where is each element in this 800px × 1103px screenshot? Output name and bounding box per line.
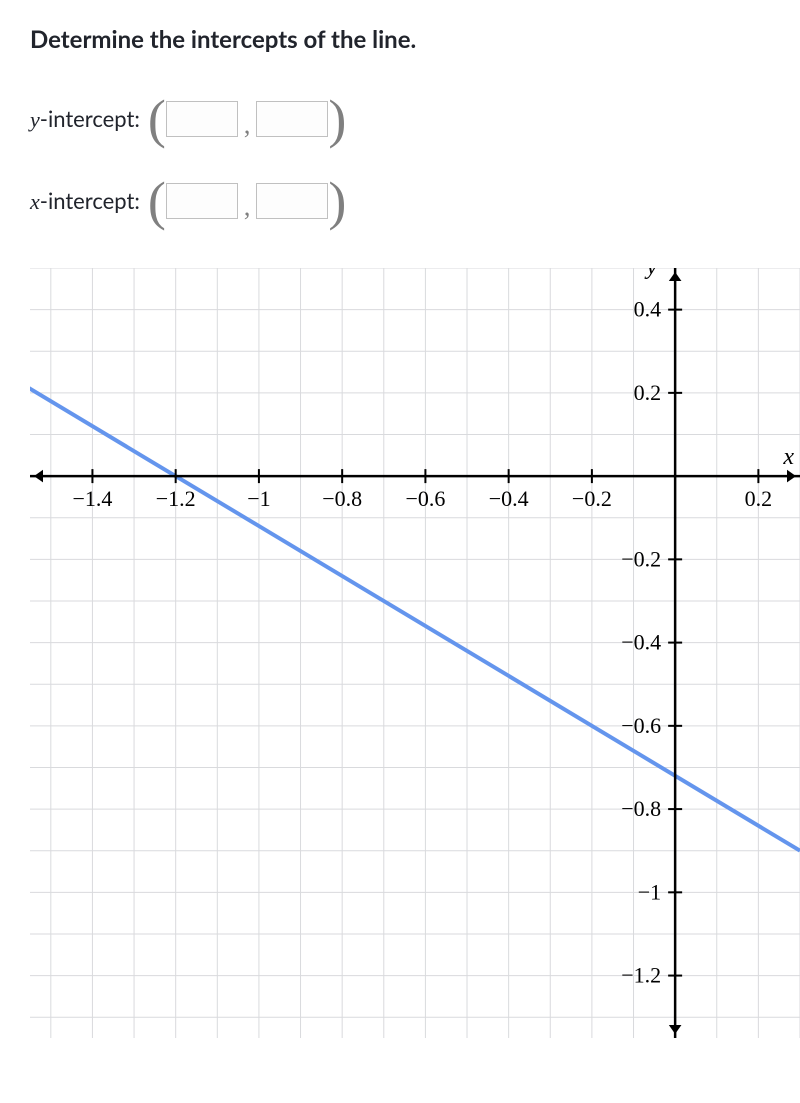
- y-intercept-x-input[interactable]: [166, 101, 238, 137]
- svg-text:−1: −1: [247, 486, 270, 511]
- svg-text:−0.6: −0.6: [405, 486, 445, 511]
- svg-text:−0.8: −0.8: [621, 796, 661, 821]
- svg-text:−1: −1: [638, 879, 661, 904]
- svg-text:0.4: 0.4: [634, 297, 662, 322]
- svg-text:0.2: 0.2: [634, 380, 662, 405]
- svg-text:0.2: 0.2: [745, 486, 773, 511]
- svg-text:x: x: [782, 444, 794, 470]
- chart-container: −1.4 −1.2 −1 −0.8 −0.6 −0.4 −0.2 0.2 0.4 0.2 −0.2 −…: [30, 268, 780, 1038]
- svg-text:−0.8: −0.8: [322, 486, 362, 511]
- svg-text:−0.2: −0.2: [621, 546, 661, 571]
- question-text: Determine the intercepts of the line.: [30, 25, 780, 54]
- open-paren: (: [148, 92, 166, 146]
- line-chart: −1.4 −1.2 −1 −0.8 −0.6 −0.4 −0.2 0.2 0.4 0.2 −0.2 −…: [30, 268, 800, 1038]
- close-paren: ): [328, 92, 346, 146]
- close-paren: ): [328, 174, 346, 228]
- open-paren: (: [148, 174, 166, 228]
- svg-text:−0.6: −0.6: [621, 713, 661, 738]
- y-intercept-y-input[interactable]: [256, 101, 328, 137]
- svg-text:−0.2: −0.2: [572, 486, 612, 511]
- svg-text:y: y: [644, 268, 657, 280]
- comma: ,: [244, 192, 251, 228]
- svg-text:−1.2: −1.2: [156, 486, 196, 511]
- svg-text:−1.4: −1.4: [72, 486, 112, 511]
- svg-text:−0.4: −0.4: [621, 630, 661, 655]
- comma: ,: [244, 110, 251, 146]
- y-intercept-label: y-intercept:: [30, 105, 140, 133]
- y-intercept-row: y-intercept: ( , ): [30, 92, 780, 146]
- x-intercept-row: x-intercept: ( , ): [30, 174, 780, 228]
- svg-text:−0.4: −0.4: [489, 486, 529, 511]
- x-intercept-y-input[interactable]: [256, 183, 328, 219]
- x-intercept-x-input[interactable]: [166, 183, 238, 219]
- x-intercept-label: x-intercept:: [30, 187, 140, 215]
- svg-text:−1.2: −1.2: [621, 963, 661, 988]
